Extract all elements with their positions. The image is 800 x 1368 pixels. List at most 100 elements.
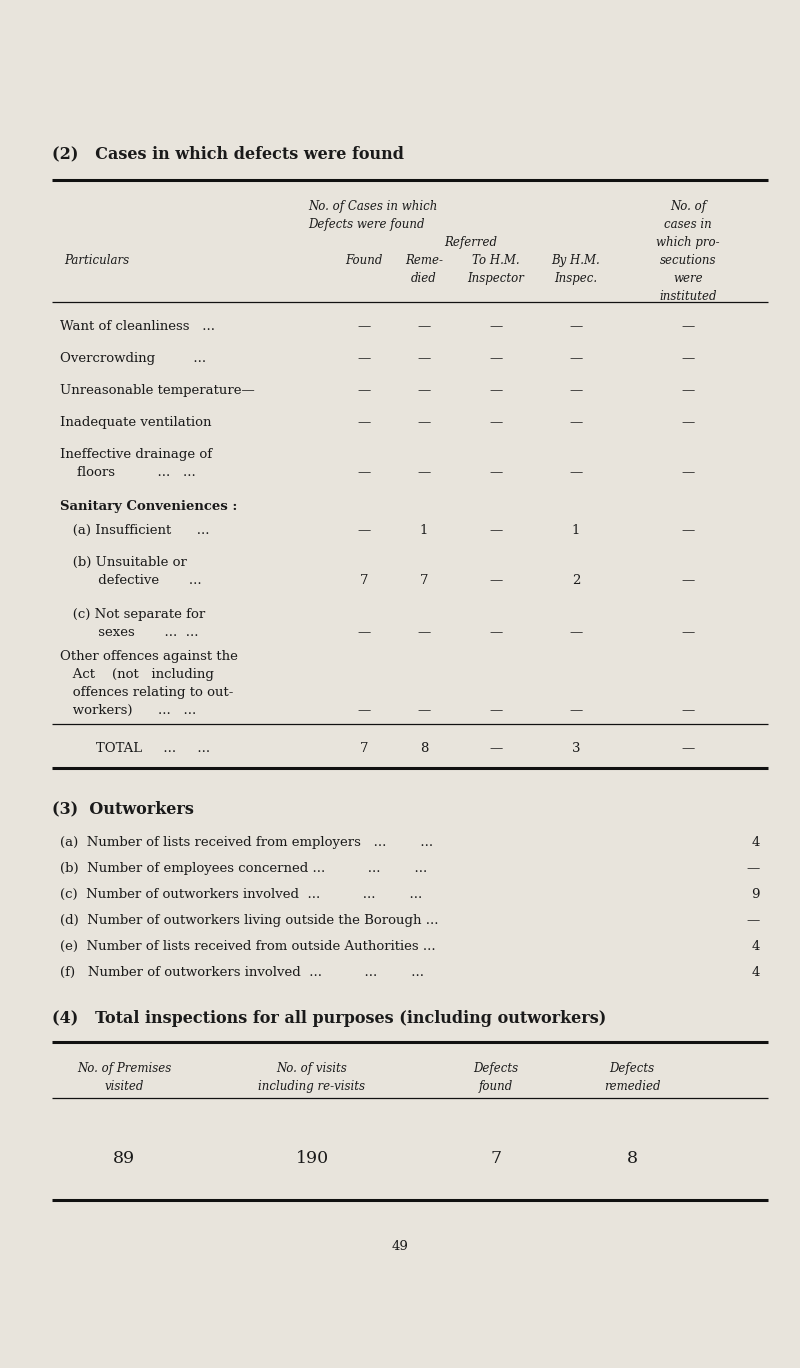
Text: 8: 8 xyxy=(420,741,428,755)
Text: —: — xyxy=(358,416,370,430)
Text: —: — xyxy=(490,352,502,365)
Text: —: — xyxy=(682,320,694,332)
Text: —: — xyxy=(490,627,502,639)
Text: —: — xyxy=(490,741,502,755)
Text: (b) Unsuitable or: (b) Unsuitable or xyxy=(60,555,187,569)
Text: workers)      ...   ...: workers) ... ... xyxy=(60,705,196,717)
Text: —: — xyxy=(682,705,694,717)
Text: —: — xyxy=(682,627,694,639)
Text: died: died xyxy=(411,272,437,285)
Text: found: found xyxy=(479,1079,513,1093)
Text: (2)   Cases in which defects were found: (2) Cases in which defects were found xyxy=(52,145,404,161)
Text: —: — xyxy=(490,320,502,332)
Text: To H.M.: To H.M. xyxy=(472,254,520,267)
Text: (c) Not separate for: (c) Not separate for xyxy=(60,607,206,621)
Text: instituted: instituted xyxy=(659,290,717,302)
Text: —: — xyxy=(418,352,430,365)
Text: Unreasonable temperature—: Unreasonable temperature— xyxy=(60,384,254,397)
Text: which pro-: which pro- xyxy=(656,237,720,249)
Text: TOTAL     ...     ...: TOTAL ... ... xyxy=(96,741,210,755)
Text: —: — xyxy=(418,466,430,479)
Text: —: — xyxy=(490,416,502,430)
Text: including re-visits: including re-visits xyxy=(258,1079,366,1093)
Text: —: — xyxy=(490,575,502,587)
Text: 9: 9 xyxy=(751,888,760,902)
Text: —: — xyxy=(418,384,430,397)
Text: —: — xyxy=(490,705,502,717)
Text: By H.M.: By H.M. xyxy=(552,254,600,267)
Text: 3: 3 xyxy=(572,741,580,755)
Text: Inspec.: Inspec. xyxy=(554,272,598,285)
Text: Defects were found: Defects were found xyxy=(308,218,425,231)
Text: 4: 4 xyxy=(752,836,760,850)
Text: No. of Premises: No. of Premises xyxy=(77,1062,171,1075)
Text: —: — xyxy=(418,627,430,639)
Text: —: — xyxy=(570,320,582,332)
Text: 1: 1 xyxy=(572,524,580,538)
Text: Reme-: Reme- xyxy=(405,254,443,267)
Text: 2: 2 xyxy=(572,575,580,587)
Text: 1: 1 xyxy=(420,524,428,538)
Text: Sanitary Conveniences :: Sanitary Conveniences : xyxy=(60,499,238,513)
Text: —: — xyxy=(358,352,370,365)
Text: 7: 7 xyxy=(360,741,368,755)
Text: —: — xyxy=(682,524,694,538)
Text: Inspector: Inspector xyxy=(467,272,525,285)
Text: 4: 4 xyxy=(752,966,760,979)
Text: —: — xyxy=(570,466,582,479)
Text: —: — xyxy=(490,466,502,479)
Text: Found: Found xyxy=(346,254,382,267)
Text: Ineffective drainage of: Ineffective drainage of xyxy=(60,447,212,461)
Text: 7: 7 xyxy=(490,1150,502,1167)
Text: sexes       ...  ...: sexes ... ... xyxy=(60,627,198,639)
Text: —: — xyxy=(682,466,694,479)
Text: (b)  Number of employees concerned ...          ...        ...: (b) Number of employees concerned ... ..… xyxy=(60,862,427,876)
Text: —: — xyxy=(358,384,370,397)
Text: —: — xyxy=(490,524,502,538)
Text: —: — xyxy=(682,352,694,365)
Text: —: — xyxy=(682,384,694,397)
Text: —: — xyxy=(570,705,582,717)
Text: 49: 49 xyxy=(391,1239,409,1253)
Text: secutions: secutions xyxy=(660,254,716,267)
Text: —: — xyxy=(682,741,694,755)
Text: —: — xyxy=(682,416,694,430)
Text: Defects: Defects xyxy=(474,1062,518,1075)
Text: —: — xyxy=(418,705,430,717)
Text: (c)  Number of outworkers involved  ...          ...        ...: (c) Number of outworkers involved ... ..… xyxy=(60,888,422,902)
Text: defective       ...: defective ... xyxy=(60,575,202,587)
Text: Referred: Referred xyxy=(444,237,497,249)
Text: Particulars: Particulars xyxy=(64,254,129,267)
Text: —: — xyxy=(418,320,430,332)
Text: —: — xyxy=(746,914,760,928)
Text: No. of visits: No. of visits xyxy=(277,1062,347,1075)
Text: No. of: No. of xyxy=(670,200,706,213)
Text: floors          ...   ...: floors ... ... xyxy=(60,466,196,479)
Text: Other offences against the: Other offences against the xyxy=(60,650,238,663)
Text: —: — xyxy=(570,352,582,365)
Text: visited: visited xyxy=(104,1079,144,1093)
Text: 190: 190 xyxy=(295,1150,329,1167)
Text: (d)  Number of outworkers living outside the Borough ...: (d) Number of outworkers living outside … xyxy=(60,914,438,928)
Text: 7: 7 xyxy=(360,575,368,587)
Text: (3)  Outworkers: (3) Outworkers xyxy=(52,800,194,817)
Text: (a)  Number of lists received from employers   ...        ...: (a) Number of lists received from employ… xyxy=(60,836,433,850)
Text: —: — xyxy=(490,384,502,397)
Text: —: — xyxy=(682,575,694,587)
Text: (f)   Number of outworkers involved  ...          ...        ...: (f) Number of outworkers involved ... ..… xyxy=(60,966,424,979)
Text: 89: 89 xyxy=(113,1150,135,1167)
Text: Inadequate ventilation: Inadequate ventilation xyxy=(60,416,211,430)
Text: offences relating to out-: offences relating to out- xyxy=(60,685,234,699)
Text: —: — xyxy=(358,466,370,479)
Text: Overcrowding         ...: Overcrowding ... xyxy=(60,352,206,365)
Text: Defects: Defects xyxy=(610,1062,654,1075)
Text: cases in: cases in xyxy=(664,218,712,231)
Text: —: — xyxy=(746,862,760,876)
Text: were: were xyxy=(673,272,703,285)
Text: remedied: remedied xyxy=(604,1079,660,1093)
Text: —: — xyxy=(358,627,370,639)
Text: —: — xyxy=(570,416,582,430)
Text: 4: 4 xyxy=(752,940,760,953)
Text: Want of cleanliness   ...: Want of cleanliness ... xyxy=(60,320,215,332)
Text: Act    (not   including: Act (not including xyxy=(60,668,214,681)
